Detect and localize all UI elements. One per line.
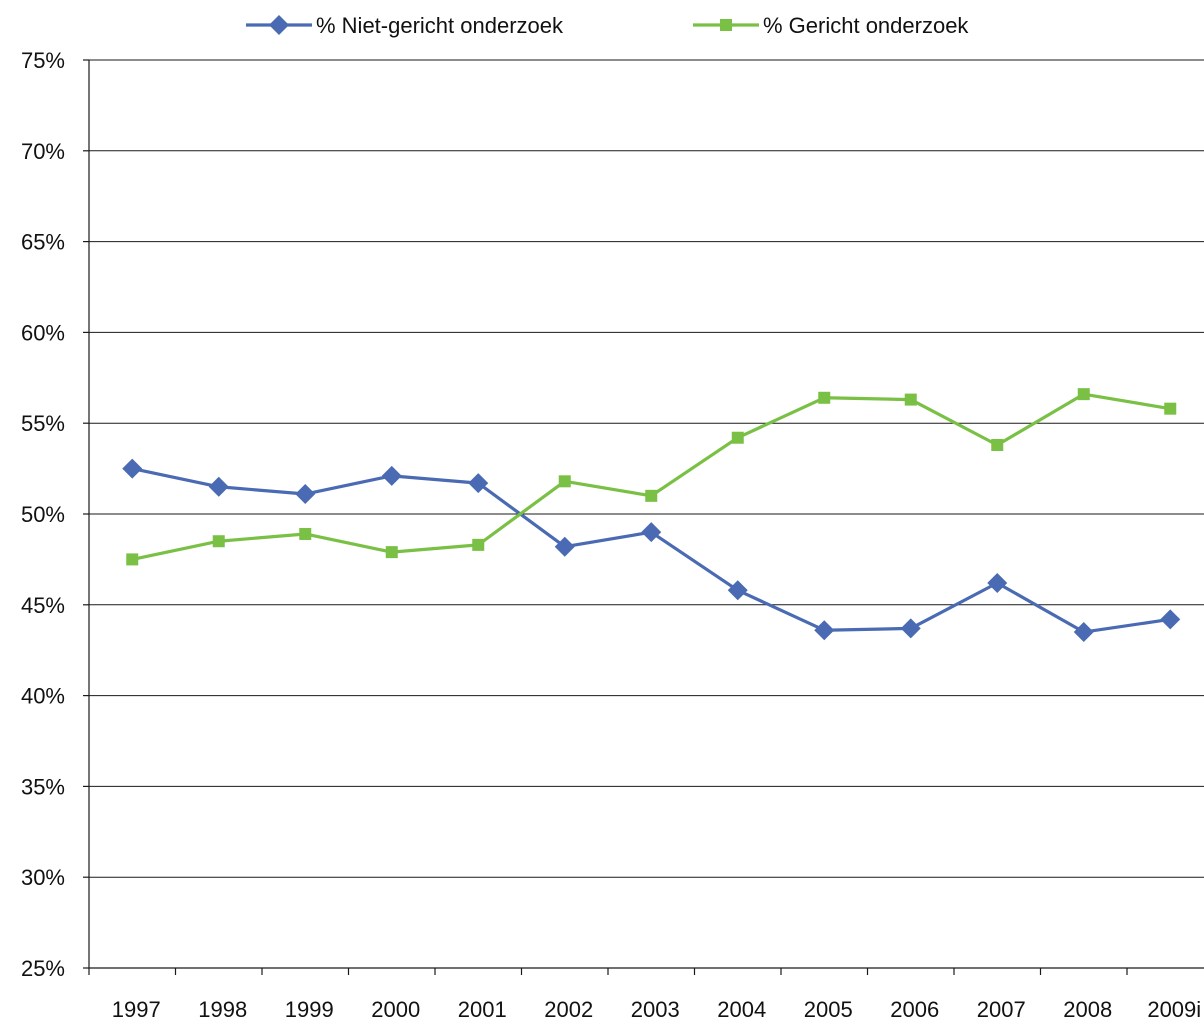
square-point	[731, 431, 744, 444]
legend-entry: % Niet-gericht onderzoek	[246, 13, 564, 38]
square-point	[126, 553, 139, 566]
y-tick-label: 45%	[21, 593, 65, 618]
square-point	[472, 538, 485, 551]
diamond-point	[1160, 609, 1181, 630]
series	[122, 388, 1181, 643]
y-tick-label: 25%	[21, 956, 65, 981]
legend-diamond-icon	[269, 15, 289, 35]
x-axis-tick-labels: 1997 1998 1999 2000 2001 2002 2003 2004 2005 2006…	[112, 997, 1201, 1022]
square-point	[991, 438, 1004, 451]
y-tick-label: 50%	[21, 502, 65, 527]
x-tick-label: 2009i	[1147, 997, 1201, 1022]
square-point	[558, 475, 571, 488]
x-tick-label: 2005	[804, 997, 853, 1022]
square-point	[904, 393, 917, 406]
legend-entry: % Gericht onderzoek	[693, 13, 969, 38]
y-tick-label: 60%	[21, 320, 65, 345]
diamond-point	[987, 573, 1008, 594]
y-tick-label: 55%	[21, 411, 65, 436]
diamond-point	[727, 580, 748, 601]
diamond-point	[900, 618, 921, 639]
square-point	[212, 535, 225, 548]
y-tick-label: 70%	[21, 139, 65, 164]
square-point	[1164, 402, 1177, 415]
x-tick-label: 2000	[371, 997, 420, 1022]
x-tick-label: 2008	[1063, 997, 1112, 1022]
x-tick-label: 2001	[458, 997, 507, 1022]
legend-label: % Gericht onderzoek	[763, 13, 969, 38]
diamond-point	[641, 522, 662, 543]
square-point	[645, 489, 658, 502]
series-2	[126, 388, 1177, 566]
x-tick-label: 1999	[285, 997, 334, 1022]
x-tick-label: 2003	[631, 997, 680, 1022]
diamond-point	[1073, 622, 1094, 643]
y-tick-label: 65%	[21, 230, 65, 255]
diamond-point	[295, 484, 316, 505]
square-point	[299, 527, 312, 540]
diamond-point	[381, 465, 402, 486]
x-tick-label: 2007	[977, 997, 1026, 1022]
legend: % Niet-gericht onderzoek % Gericht onderz…	[246, 13, 969, 38]
series-1	[122, 458, 1181, 643]
y-tick-label: 30%	[21, 865, 65, 890]
diamond-point	[814, 620, 835, 641]
x-tick-label: 2004	[717, 997, 766, 1022]
x-tick-label: 1997	[112, 997, 161, 1022]
square-point	[818, 391, 831, 404]
square-point	[1077, 388, 1090, 401]
diamond-point	[468, 473, 489, 494]
x-tick-label: 1998	[198, 997, 247, 1022]
x-tick-label: 2006	[890, 997, 939, 1022]
legend-square-icon	[720, 19, 732, 31]
diamond-point	[208, 476, 229, 497]
y-tick-label: 40%	[21, 684, 65, 709]
x-tick-label: 2002	[544, 997, 593, 1022]
diamond-point	[122, 458, 143, 479]
axes	[83, 59, 1204, 975]
y-axis-tick-labels: 25% 30% 35% 40% 45% 50% 55% 60% 65% 70% 75%	[21, 48, 65, 981]
legend-label: % Niet-gericht onderzoek	[316, 13, 564, 38]
y-tick-label: 35%	[21, 774, 65, 799]
y-tick-label: 75%	[21, 48, 65, 73]
gridlines	[89, 59, 1204, 878]
diamond-point	[554, 536, 575, 557]
square-point	[385, 546, 398, 559]
